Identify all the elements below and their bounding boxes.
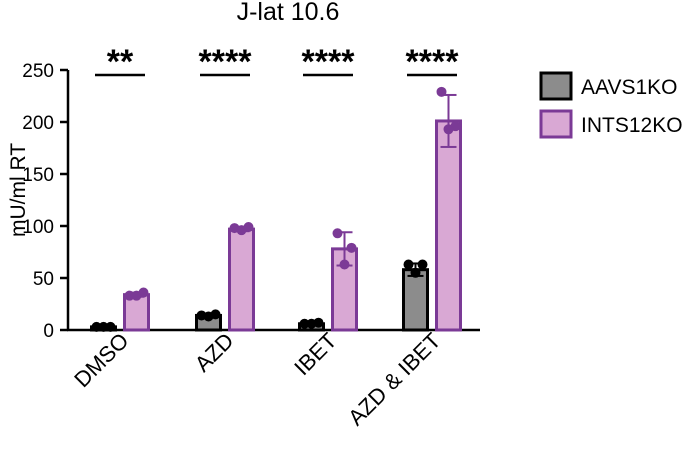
data-point: [236, 225, 247, 236]
bar: [402, 268, 429, 332]
y-axis-ticks: 0 50 100 150 200 250: [22, 61, 68, 342]
y-tick-label: 250: [22, 61, 54, 82]
legend-swatch: [539, 71, 573, 101]
data-point: [410, 267, 421, 278]
data-point: [124, 290, 135, 301]
significance-label: ****: [406, 43, 460, 81]
bars-group: [90, 119, 462, 332]
data-points-group: [91, 86, 461, 332]
data-point: [299, 318, 310, 329]
legend-label: INTS12KO: [581, 114, 683, 137]
x-tick-label: AZD: [190, 328, 239, 377]
data-point: [203, 311, 214, 322]
x-tick-label: IBET: [289, 328, 341, 380]
data-point: [403, 259, 414, 270]
data-point: [339, 259, 350, 270]
x-axis-tick-labels: DMSO AZD IBET AZD & IBET: [69, 328, 445, 430]
significance-label: ****: [199, 43, 253, 81]
legend-label: AAVS1KO: [581, 76, 678, 99]
y-tick-label: 200: [22, 113, 54, 134]
data-point: [443, 124, 454, 135]
y-tick-label: 150: [22, 165, 54, 186]
data-point: [306, 318, 317, 329]
y-tick-label: 100: [22, 217, 54, 238]
data-point: [91, 321, 102, 332]
data-point: [98, 321, 109, 332]
chart-title: J-lat 10.6: [237, 0, 340, 26]
bar: [228, 227, 255, 332]
legend: AAVS1KO INTS12KO: [539, 71, 683, 139]
x-tick-label: AZD & IBET: [343, 328, 445, 430]
data-point: [436, 86, 447, 97]
significance-label: ****: [302, 43, 356, 81]
y-tick-label: 50: [33, 269, 54, 290]
data-point: [131, 290, 142, 301]
data-point: [105, 321, 116, 332]
x-tick-label: DMSO: [69, 328, 133, 392]
y-axis-label: mU/ml RT: [7, 143, 30, 237]
legend-swatch: [539, 109, 573, 139]
significance-annotations: ** **** **** ****: [95, 43, 459, 81]
significance-label: **: [107, 43, 134, 81]
bar: [435, 119, 462, 332]
data-point: [332, 228, 343, 239]
data-point: [417, 259, 428, 270]
y-tick-label: 0: [43, 321, 54, 342]
data-point: [346, 242, 357, 253]
